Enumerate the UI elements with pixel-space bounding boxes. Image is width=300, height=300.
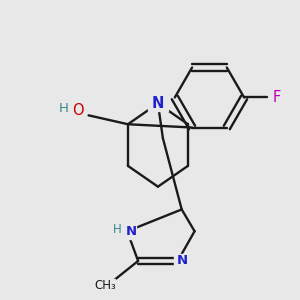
Bar — [174, 254, 192, 268]
Bar — [269, 91, 285, 104]
Text: O: O — [72, 103, 83, 118]
Text: H: H — [59, 102, 69, 115]
Text: N: N — [152, 96, 164, 111]
Text: CH₃: CH₃ — [94, 279, 116, 292]
Text: N: N — [126, 225, 137, 238]
Bar — [51, 102, 81, 118]
Bar — [108, 224, 136, 239]
Bar — [148, 95, 168, 111]
Text: H: H — [113, 223, 122, 236]
Text: F: F — [273, 90, 281, 105]
Bar — [88, 279, 115, 293]
Text: N: N — [177, 254, 188, 268]
